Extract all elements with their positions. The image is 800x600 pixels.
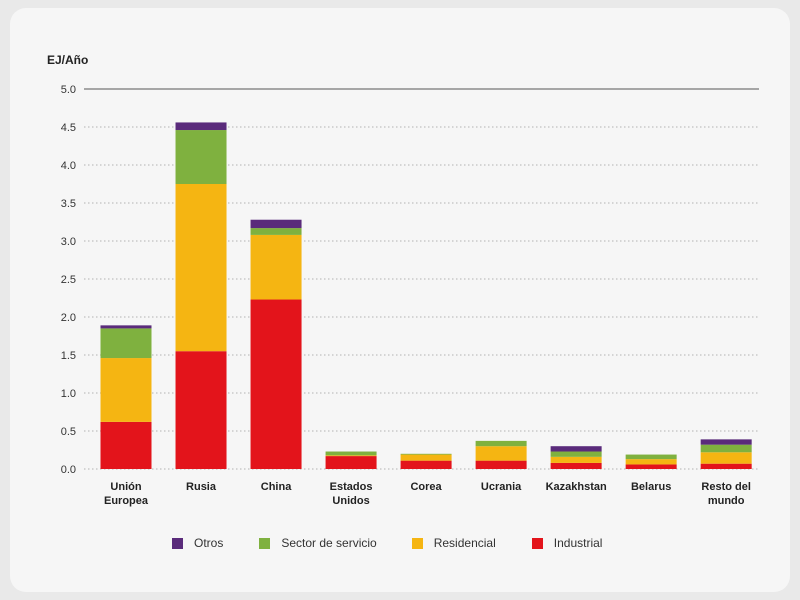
y-tick-label: 1.0 [61,388,76,400]
x-category-label: Resto del mundo [701,481,751,507]
legend-swatch [259,537,271,549]
bar-segment [475,440,527,447]
legend-swatch [531,537,543,549]
y-axis-unit-label: EJ/Año [47,53,88,67]
x-category-label: Belarus [631,481,671,493]
bar-segment [400,453,452,455]
bar-segment [100,328,152,359]
bar-segment [550,446,602,452]
bar-segment [100,325,152,329]
legend-item: Sector de servicio [259,536,377,550]
bar-segment [250,228,302,235]
bar-segment [550,456,602,463]
bar-segment [475,446,527,461]
y-tick-labels: 0.0 0.5 1.0 1.5 2.0 2.5 3.0 3.5 4.0 4.5 5.0 [61,84,76,476]
bar-segment [700,452,752,464]
legend-label: Sector de servicio [281,536,377,550]
bar-segment [250,219,302,229]
x-category-label: Rusia [186,481,217,493]
bar-segment [550,451,602,457]
bar-segment [700,463,752,469]
x-category-label: Kazakhstan [546,481,607,493]
y-tick-label: 0.0 [61,464,76,476]
bar-segment [475,460,527,469]
y-tick-label: 2.5 [61,274,76,286]
y-tick-label: 5.0 [61,84,76,96]
bar-segment [400,454,452,461]
bar-segment [175,184,227,352]
x-category-label: China [261,481,292,493]
bar-segment [100,421,152,469]
bar-segment [550,462,602,469]
legend-label: Residencial [433,536,496,550]
bar-segment [625,464,677,469]
x-category-labels: Unión Europea Rusia China Estados Unidos Corea… [104,481,751,507]
legend-item: Industrial [531,536,603,550]
bar-segment [175,130,227,184]
bar-segment [625,454,677,460]
bar-segment [250,299,302,469]
bar-segment [325,455,377,457]
bar-segment [400,460,452,469]
bar-segment [100,358,152,422]
legend-item: Otros [172,536,223,550]
y-tick-label: 4.0 [61,160,76,172]
legend-label: Otros [194,536,224,550]
chart-card [10,8,790,592]
bars [100,122,752,469]
bar-segment [250,234,302,300]
legend-swatch [411,537,423,549]
x-category-label: Estados Unidos [330,481,373,507]
bar-segment [325,456,377,469]
bar-segment [175,351,227,469]
legend-label: Industrial [553,536,603,550]
legend-item: Residencial [411,536,496,550]
y-tick-label: 3.5 [61,198,76,210]
y-tick-label: 1.5 [61,350,76,362]
bar-segment [625,459,677,465]
x-category-label: Unión Europea [104,481,149,507]
bar-segment [700,439,752,445]
legend-swatch [172,537,183,549]
y-tick-label: 3.0 [61,236,76,248]
y-tick-label: 4.5 [61,122,76,134]
y-tick-label: 2.0 [61,312,76,324]
legend: Otros Sector de servicio Residencial Indust… [172,536,602,550]
y-tick-label: 0.5 [61,426,76,438]
x-category-label: Corea [410,481,442,493]
bar-segment [700,444,752,453]
bar-segment [325,451,377,456]
bar-segment [175,122,227,131]
x-category-label: Ucrania [481,481,522,493]
